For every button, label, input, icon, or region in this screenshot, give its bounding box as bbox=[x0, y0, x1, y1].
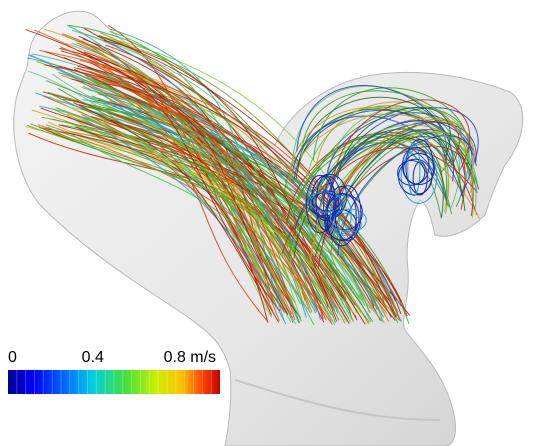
vortex bbox=[403, 152, 436, 186]
streamline bbox=[103, 40, 338, 322]
streamline bbox=[59, 47, 281, 312]
colorbar-tick-label: 0.8 m/s bbox=[164, 349, 216, 366]
streamline bbox=[45, 80, 374, 322]
streamline bbox=[314, 132, 453, 258]
streamline bbox=[58, 124, 357, 319]
colorbar bbox=[8, 370, 220, 394]
streamline bbox=[102, 79, 274, 302]
vortex bbox=[308, 192, 340, 217]
streamline bbox=[51, 73, 368, 306]
streamline bbox=[28, 54, 362, 305]
streamline bbox=[334, 143, 447, 246]
streamline bbox=[336, 106, 451, 180]
streamline bbox=[27, 70, 297, 325]
streamline bbox=[60, 46, 318, 302]
streamline bbox=[73, 102, 280, 323]
colorbar-tick-label: 0 bbox=[8, 349, 17, 366]
streamline bbox=[80, 31, 318, 313]
colorbar-ticks: 0 0.4 0.8 m/s bbox=[8, 349, 216, 366]
streamline bbox=[105, 44, 336, 312]
vortex bbox=[405, 139, 434, 195]
streamline bbox=[82, 99, 384, 322]
streamline bbox=[39, 49, 387, 311]
vortex bbox=[407, 142, 421, 197]
vortex bbox=[315, 175, 336, 231]
streamline bbox=[70, 131, 288, 314]
streamline bbox=[309, 124, 477, 226]
streamline bbox=[310, 139, 450, 258]
streamline bbox=[77, 65, 397, 318]
streamline bbox=[91, 95, 321, 320]
streamline bbox=[326, 107, 461, 208]
streamline bbox=[26, 124, 370, 323]
streamline bbox=[47, 126, 351, 323]
colorbar-tick-label: 0.4 bbox=[82, 349, 104, 366]
streamline bbox=[79, 59, 327, 321]
streamline bbox=[87, 117, 363, 301]
streamline bbox=[44, 64, 392, 318]
vortex bbox=[400, 148, 438, 204]
streamline bbox=[88, 105, 385, 318]
streamline bbox=[312, 87, 470, 165]
streamline bbox=[310, 135, 448, 213]
streamline bbox=[331, 99, 471, 192]
vortex bbox=[334, 185, 362, 242]
vortex bbox=[333, 208, 367, 233]
streamline bbox=[329, 129, 466, 233]
streamline bbox=[326, 112, 475, 174]
streamline bbox=[76, 67, 296, 321]
streamline bbox=[84, 74, 338, 309]
streamline bbox=[98, 35, 395, 312]
streamline bbox=[296, 85, 455, 182]
streamline bbox=[97, 36, 399, 313]
streamline bbox=[330, 131, 469, 255]
vortex bbox=[305, 174, 335, 234]
streamline bbox=[281, 147, 477, 254]
vortex bbox=[324, 192, 360, 242]
streamline bbox=[44, 28, 331, 318]
streamline bbox=[82, 117, 287, 325]
streamline bbox=[41, 116, 315, 326]
vortex bbox=[329, 194, 352, 235]
vortex bbox=[397, 159, 426, 186]
streamline bbox=[320, 128, 466, 211]
streamline bbox=[25, 29, 366, 325]
streamlines bbox=[24, 24, 481, 326]
vessel-shadow bbox=[234, 379, 441, 421]
streamline bbox=[294, 142, 449, 231]
vortex bbox=[310, 191, 342, 213]
streamline bbox=[55, 107, 336, 323]
streamline bbox=[88, 89, 292, 323]
streamline bbox=[288, 142, 450, 219]
vortex bbox=[311, 173, 348, 220]
streamline bbox=[58, 72, 358, 313]
colorbar-steps bbox=[16, 370, 212, 394]
streamline bbox=[110, 119, 292, 306]
